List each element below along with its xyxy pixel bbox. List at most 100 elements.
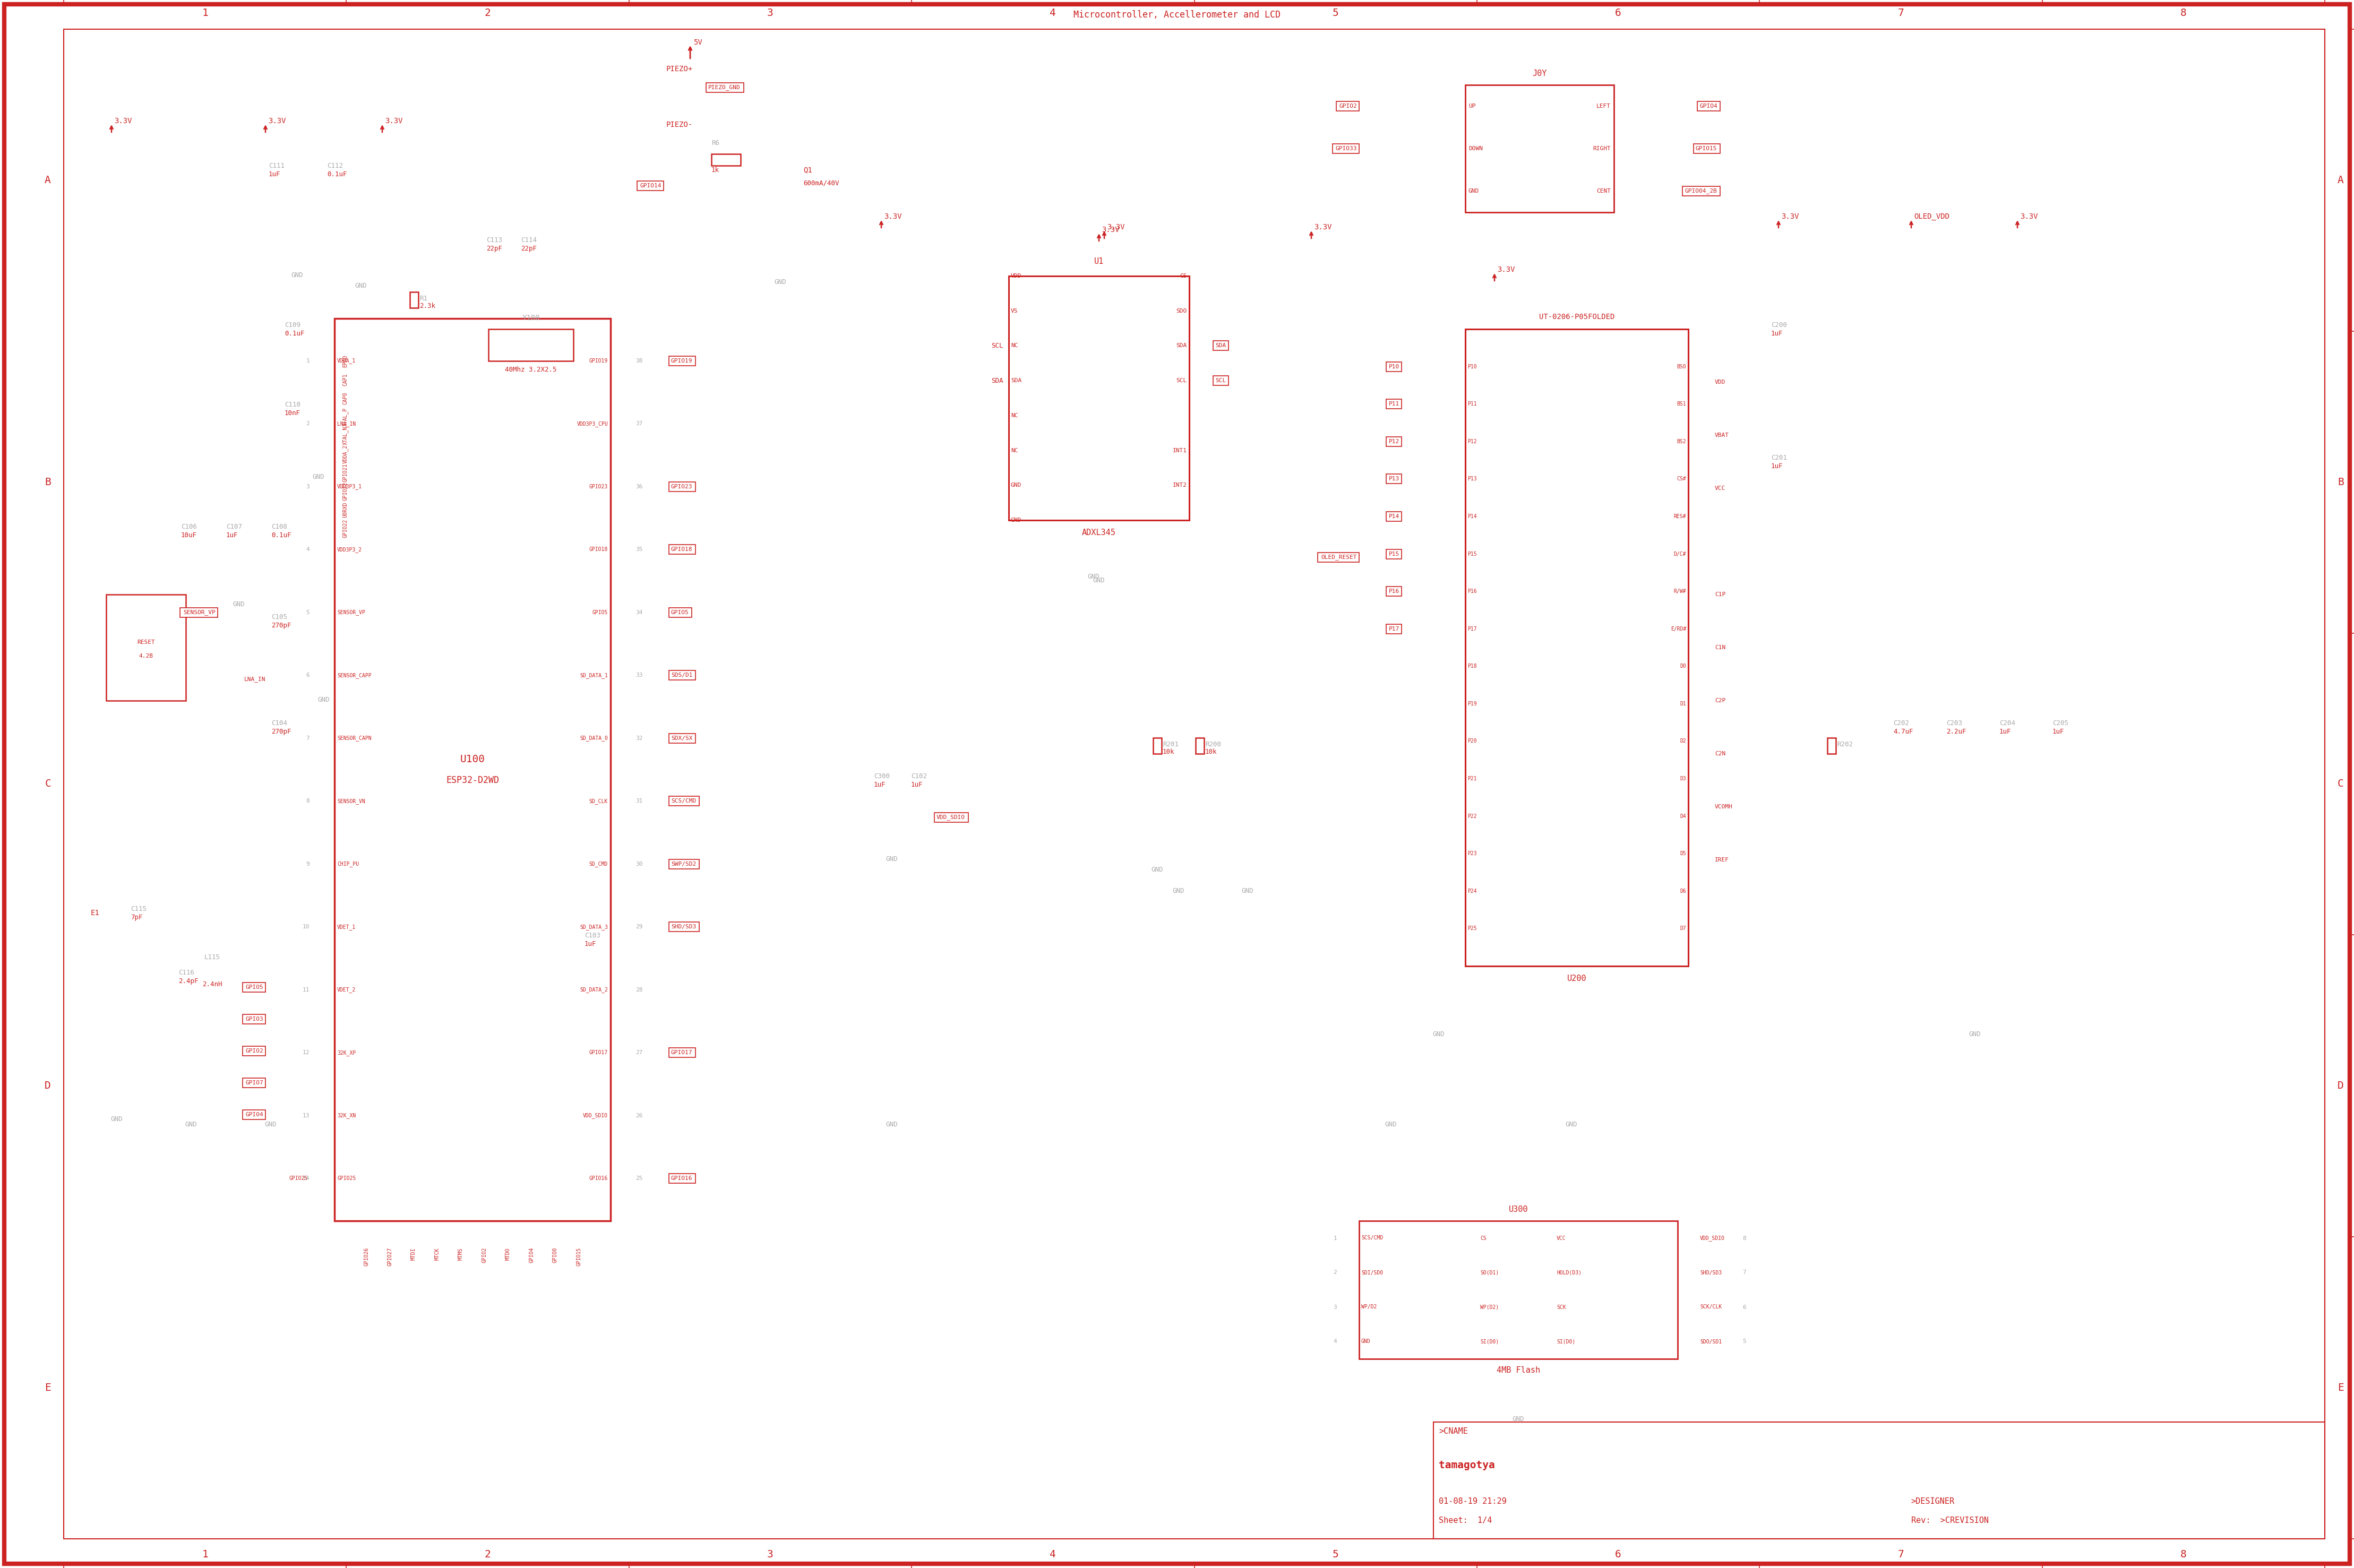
Text: GPIO19: GPIO19 — [671, 359, 692, 364]
Text: P17: P17 — [1389, 626, 1398, 632]
Text: GPIO2: GPIO2 — [245, 1049, 264, 1054]
Text: CS: CS — [1481, 1236, 1485, 1240]
Text: 12: 12 — [301, 1051, 308, 1055]
Text: C108: C108 — [271, 524, 287, 530]
Text: Y100: Y100 — [523, 314, 539, 321]
Bar — [1387, 586, 1401, 596]
Text: 10k: 10k — [1163, 748, 1175, 756]
Text: XTAL_N: XTAL_N — [341, 426, 348, 445]
Text: R/W#: R/W# — [1674, 588, 1685, 594]
Text: 7: 7 — [1897, 8, 1904, 19]
Text: VDET_2: VDET_2 — [337, 986, 355, 993]
Bar — [669, 671, 694, 681]
Text: VDD: VDD — [1714, 379, 1725, 384]
Text: ADXL345: ADXL345 — [1083, 528, 1116, 536]
Text: 1uF: 1uF — [1770, 331, 1782, 337]
Text: SCL: SCL — [991, 342, 1003, 350]
Text: 10: 10 — [301, 924, 308, 930]
Text: INT2: INT2 — [1172, 483, 1186, 488]
Text: SO(D1): SO(D1) — [1481, 1270, 1499, 1275]
Text: GND: GND — [1241, 887, 1255, 894]
Text: 3.3V: 3.3V — [113, 118, 132, 125]
Text: R200: R200 — [1205, 742, 1222, 748]
Text: PIEZO+: PIEZO+ — [666, 66, 692, 72]
Text: ESP32-D2WD: ESP32-D2WD — [445, 776, 499, 786]
Text: GND: GND — [186, 1121, 198, 1127]
Bar — [242, 983, 266, 993]
Text: LNA_IN: LNA_IN — [245, 676, 266, 682]
Text: 7: 7 — [1742, 1270, 1747, 1275]
Text: 29: 29 — [636, 924, 643, 930]
Text: VDD_SDIO: VDD_SDIO — [937, 814, 965, 820]
Bar — [1337, 102, 1358, 111]
Text: GPIO04_2B: GPIO04_2B — [1685, 188, 1716, 194]
Text: GPIO16: GPIO16 — [671, 1176, 692, 1181]
Text: 270pF: 270pF — [271, 728, 292, 735]
Bar — [242, 1046, 266, 1055]
Text: R6: R6 — [711, 140, 720, 146]
Bar — [242, 1014, 266, 1024]
Text: VDDA_2: VDDA_2 — [341, 444, 348, 463]
Bar — [1683, 187, 1721, 196]
Bar — [1318, 552, 1358, 561]
Text: PIEZO_GND: PIEZO_GND — [709, 85, 742, 91]
Text: GND: GND — [1565, 1121, 1577, 1127]
Text: GPIO27: GPIO27 — [388, 1248, 393, 1265]
Text: BS2: BS2 — [1676, 439, 1685, 444]
Text: GPIO22: GPIO22 — [341, 519, 348, 538]
Text: MTDO: MTDO — [506, 1248, 511, 1259]
Text: WP(D2): WP(D2) — [1481, 1305, 1499, 1309]
Text: 0.1uF: 0.1uF — [327, 171, 346, 177]
Text: P16: P16 — [1389, 588, 1398, 594]
Bar — [669, 481, 694, 491]
Bar — [1464, 85, 1615, 212]
Text: 1: 1 — [202, 1549, 207, 1560]
Text: SENSOR_CAPN: SENSOR_CAPN — [337, 735, 372, 742]
Text: GPIO2: GPIO2 — [483, 1248, 487, 1262]
Text: 32K_XN: 32K_XN — [337, 1113, 355, 1118]
Text: 28: 28 — [636, 988, 643, 993]
Bar — [242, 1110, 266, 1120]
Text: D: D — [45, 1080, 52, 1091]
Text: INT1: INT1 — [1172, 448, 1186, 453]
Text: D2: D2 — [1681, 739, 1685, 743]
Text: P14: P14 — [1389, 514, 1398, 519]
Text: 34: 34 — [636, 610, 643, 615]
Text: D: D — [2338, 1080, 2345, 1091]
Text: SD_DATA_0: SD_DATA_0 — [579, 735, 607, 742]
Text: 4.7uF: 4.7uF — [1893, 728, 1914, 735]
Text: P21: P21 — [1467, 776, 1476, 781]
Text: SENSOR_CAPP: SENSOR_CAPP — [337, 673, 372, 679]
Text: 0.1uF: 0.1uF — [271, 532, 292, 539]
Text: XTAL_P: XTAL_P — [341, 408, 348, 426]
Text: 1uF: 1uF — [268, 171, 280, 177]
Text: 30: 30 — [636, 861, 643, 867]
Text: SDA: SDA — [1177, 343, 1186, 348]
Text: GND: GND — [1434, 1030, 1445, 1038]
Text: P22: P22 — [1467, 814, 1476, 818]
Text: P15: P15 — [1467, 552, 1476, 557]
Text: 25: 25 — [636, 1176, 643, 1181]
Text: B: B — [2338, 477, 2345, 488]
Text: tamagotya: tamagotya — [1438, 1460, 1495, 1471]
Bar — [1212, 376, 1229, 386]
Text: C203: C203 — [1947, 720, 1963, 726]
Bar — [106, 594, 186, 701]
Text: P17: P17 — [1467, 626, 1476, 632]
Text: 2: 2 — [306, 422, 308, 426]
Text: GND: GND — [1384, 1121, 1396, 1127]
Text: VDD: VDD — [1010, 273, 1022, 279]
Bar — [1387, 362, 1401, 372]
Text: E: E — [2338, 1383, 2345, 1392]
Text: P18: P18 — [1467, 663, 1476, 670]
Text: CHIP_PU: CHIP_PU — [337, 861, 358, 867]
Text: GPIO25: GPIO25 — [337, 1176, 355, 1181]
Text: D6: D6 — [1681, 889, 1685, 894]
Text: 5: 5 — [1742, 1339, 1747, 1344]
Text: 1uF: 1uF — [1770, 463, 1782, 470]
Text: 3.3V: 3.3V — [885, 213, 902, 220]
Text: SDA: SDA — [991, 378, 1003, 384]
Bar — [669, 797, 699, 806]
Text: B: B — [45, 477, 52, 488]
Text: P19: P19 — [1467, 701, 1476, 707]
